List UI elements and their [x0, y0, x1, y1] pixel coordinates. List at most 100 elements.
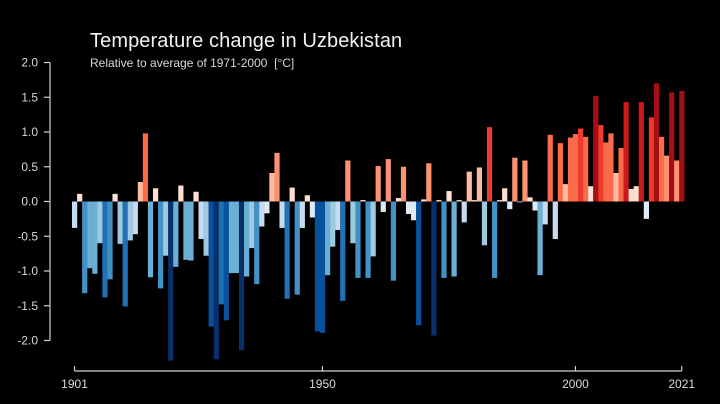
bar-2000: [572, 134, 579, 202]
bar-1968: [411, 201, 417, 221]
bar-1967: [405, 201, 412, 215]
bar-1937: [254, 201, 260, 285]
bar-1949: [314, 201, 321, 332]
y-tick-label: 0.0: [21, 195, 38, 209]
bar-1946: [299, 201, 305, 228]
x-tick-label: 2021: [668, 377, 695, 391]
x-tick-label: 1950: [309, 377, 336, 391]
bar-1927: [203, 201, 209, 256]
bar-1991: [527, 197, 533, 202]
bar-1931: [223, 201, 230, 321]
bar-1963: [385, 159, 391, 202]
bar-1977: [456, 200, 462, 202]
bar-1974: [441, 201, 447, 278]
y-tick-label: 2.0: [21, 56, 38, 70]
y-tick-label: 0.5: [21, 160, 38, 174]
bar-1953: [335, 201, 341, 230]
bar-1965: [395, 198, 402, 202]
bar-2010: [623, 102, 629, 202]
bar-1981: [476, 167, 483, 202]
bar-1976: [451, 201, 457, 277]
bar-1964: [390, 201, 396, 281]
bar-1958: [360, 200, 366, 202]
bar-1919: [163, 201, 169, 256]
bar-2019: [669, 92, 675, 202]
chart-title: Temperature change in Uzbekistan: [90, 30, 403, 52]
bar-1957: [355, 201, 361, 278]
bar-1969: [416, 201, 422, 326]
y-tick-label: -1.0: [17, 264, 38, 278]
bar-2007: [608, 133, 614, 202]
bar-1986: [502, 188, 508, 202]
bar-1928: [208, 201, 214, 327]
bar-1966: [400, 166, 407, 202]
bar-1943: [284, 201, 290, 299]
bar-2013: [638, 102, 644, 202]
bar-1972: [431, 201, 437, 336]
bar-1995: [547, 134, 553, 202]
bar-1992: [532, 201, 538, 211]
bar-1950: [319, 201, 326, 333]
bar-1999: [567, 137, 574, 202]
bar-1960: [370, 201, 376, 257]
bar-2003: [588, 186, 594, 202]
bar-1979: [466, 171, 472, 202]
bar-1952: [330, 201, 336, 247]
bar-1932: [228, 201, 235, 274]
x-tick-label: 1901: [61, 377, 88, 391]
bar-1954: [340, 201, 346, 301]
bar-1921: [173, 201, 179, 267]
bar-1945: [294, 201, 300, 295]
bar-1917: [152, 188, 159, 202]
bar-1978: [461, 201, 467, 223]
x-tick-label: 2000: [562, 377, 589, 391]
bar-1913: [132, 201, 138, 235]
bar-1923: [183, 201, 189, 260]
bar-1920: [168, 201, 174, 361]
bar-1924: [188, 201, 194, 261]
bar-1975: [446, 191, 452, 202]
y-tick-label: -2.0: [17, 334, 38, 348]
chart-subtitle: Relative to average of 1971-2000 [°C]: [90, 56, 295, 70]
bar-1905: [92, 201, 98, 274]
bar-1961: [375, 166, 381, 202]
bar-1933: [233, 201, 240, 274]
bar-2016: [653, 83, 660, 202]
bar-1935: [244, 201, 250, 277]
bar-1980: [471, 200, 477, 202]
bar-1911: [122, 201, 128, 307]
bar-1909: [112, 193, 118, 202]
bar-2008: [613, 173, 619, 202]
bar-1904: [87, 201, 93, 269]
y-tick-label: 1.5: [21, 90, 38, 104]
bar-1985: [497, 200, 503, 202]
bar-1982: [481, 201, 488, 246]
bar-1914: [137, 182, 143, 202]
bar-1918: [158, 201, 164, 289]
bar-1915: [142, 133, 149, 202]
bar-2005: [598, 125, 604, 202]
bar-2006: [603, 142, 609, 202]
bar-1948: [309, 201, 316, 218]
bar-1916: [147, 201, 154, 278]
bar-1925: [193, 191, 199, 202]
bar-1973: [436, 200, 442, 202]
bar-2014: [643, 201, 649, 219]
bar-1955: [345, 160, 351, 202]
bar-2001: [578, 128, 584, 202]
bar-1929: [213, 201, 219, 360]
bar-2004: [593, 95, 599, 202]
bar-1947: [304, 195, 310, 202]
bar-1903: [82, 201, 88, 294]
bar-1951: [325, 201, 331, 276]
bar-1989: [517, 201, 523, 203]
bar-1997: [557, 143, 563, 202]
bar-1939: [264, 201, 270, 214]
bar-1990: [522, 160, 528, 202]
y-tick-label: 1.0: [21, 125, 38, 139]
bar-1971: [426, 163, 432, 202]
bar-1956: [350, 201, 356, 244]
bar-1988: [512, 157, 518, 202]
bar-1998: [562, 184, 569, 202]
